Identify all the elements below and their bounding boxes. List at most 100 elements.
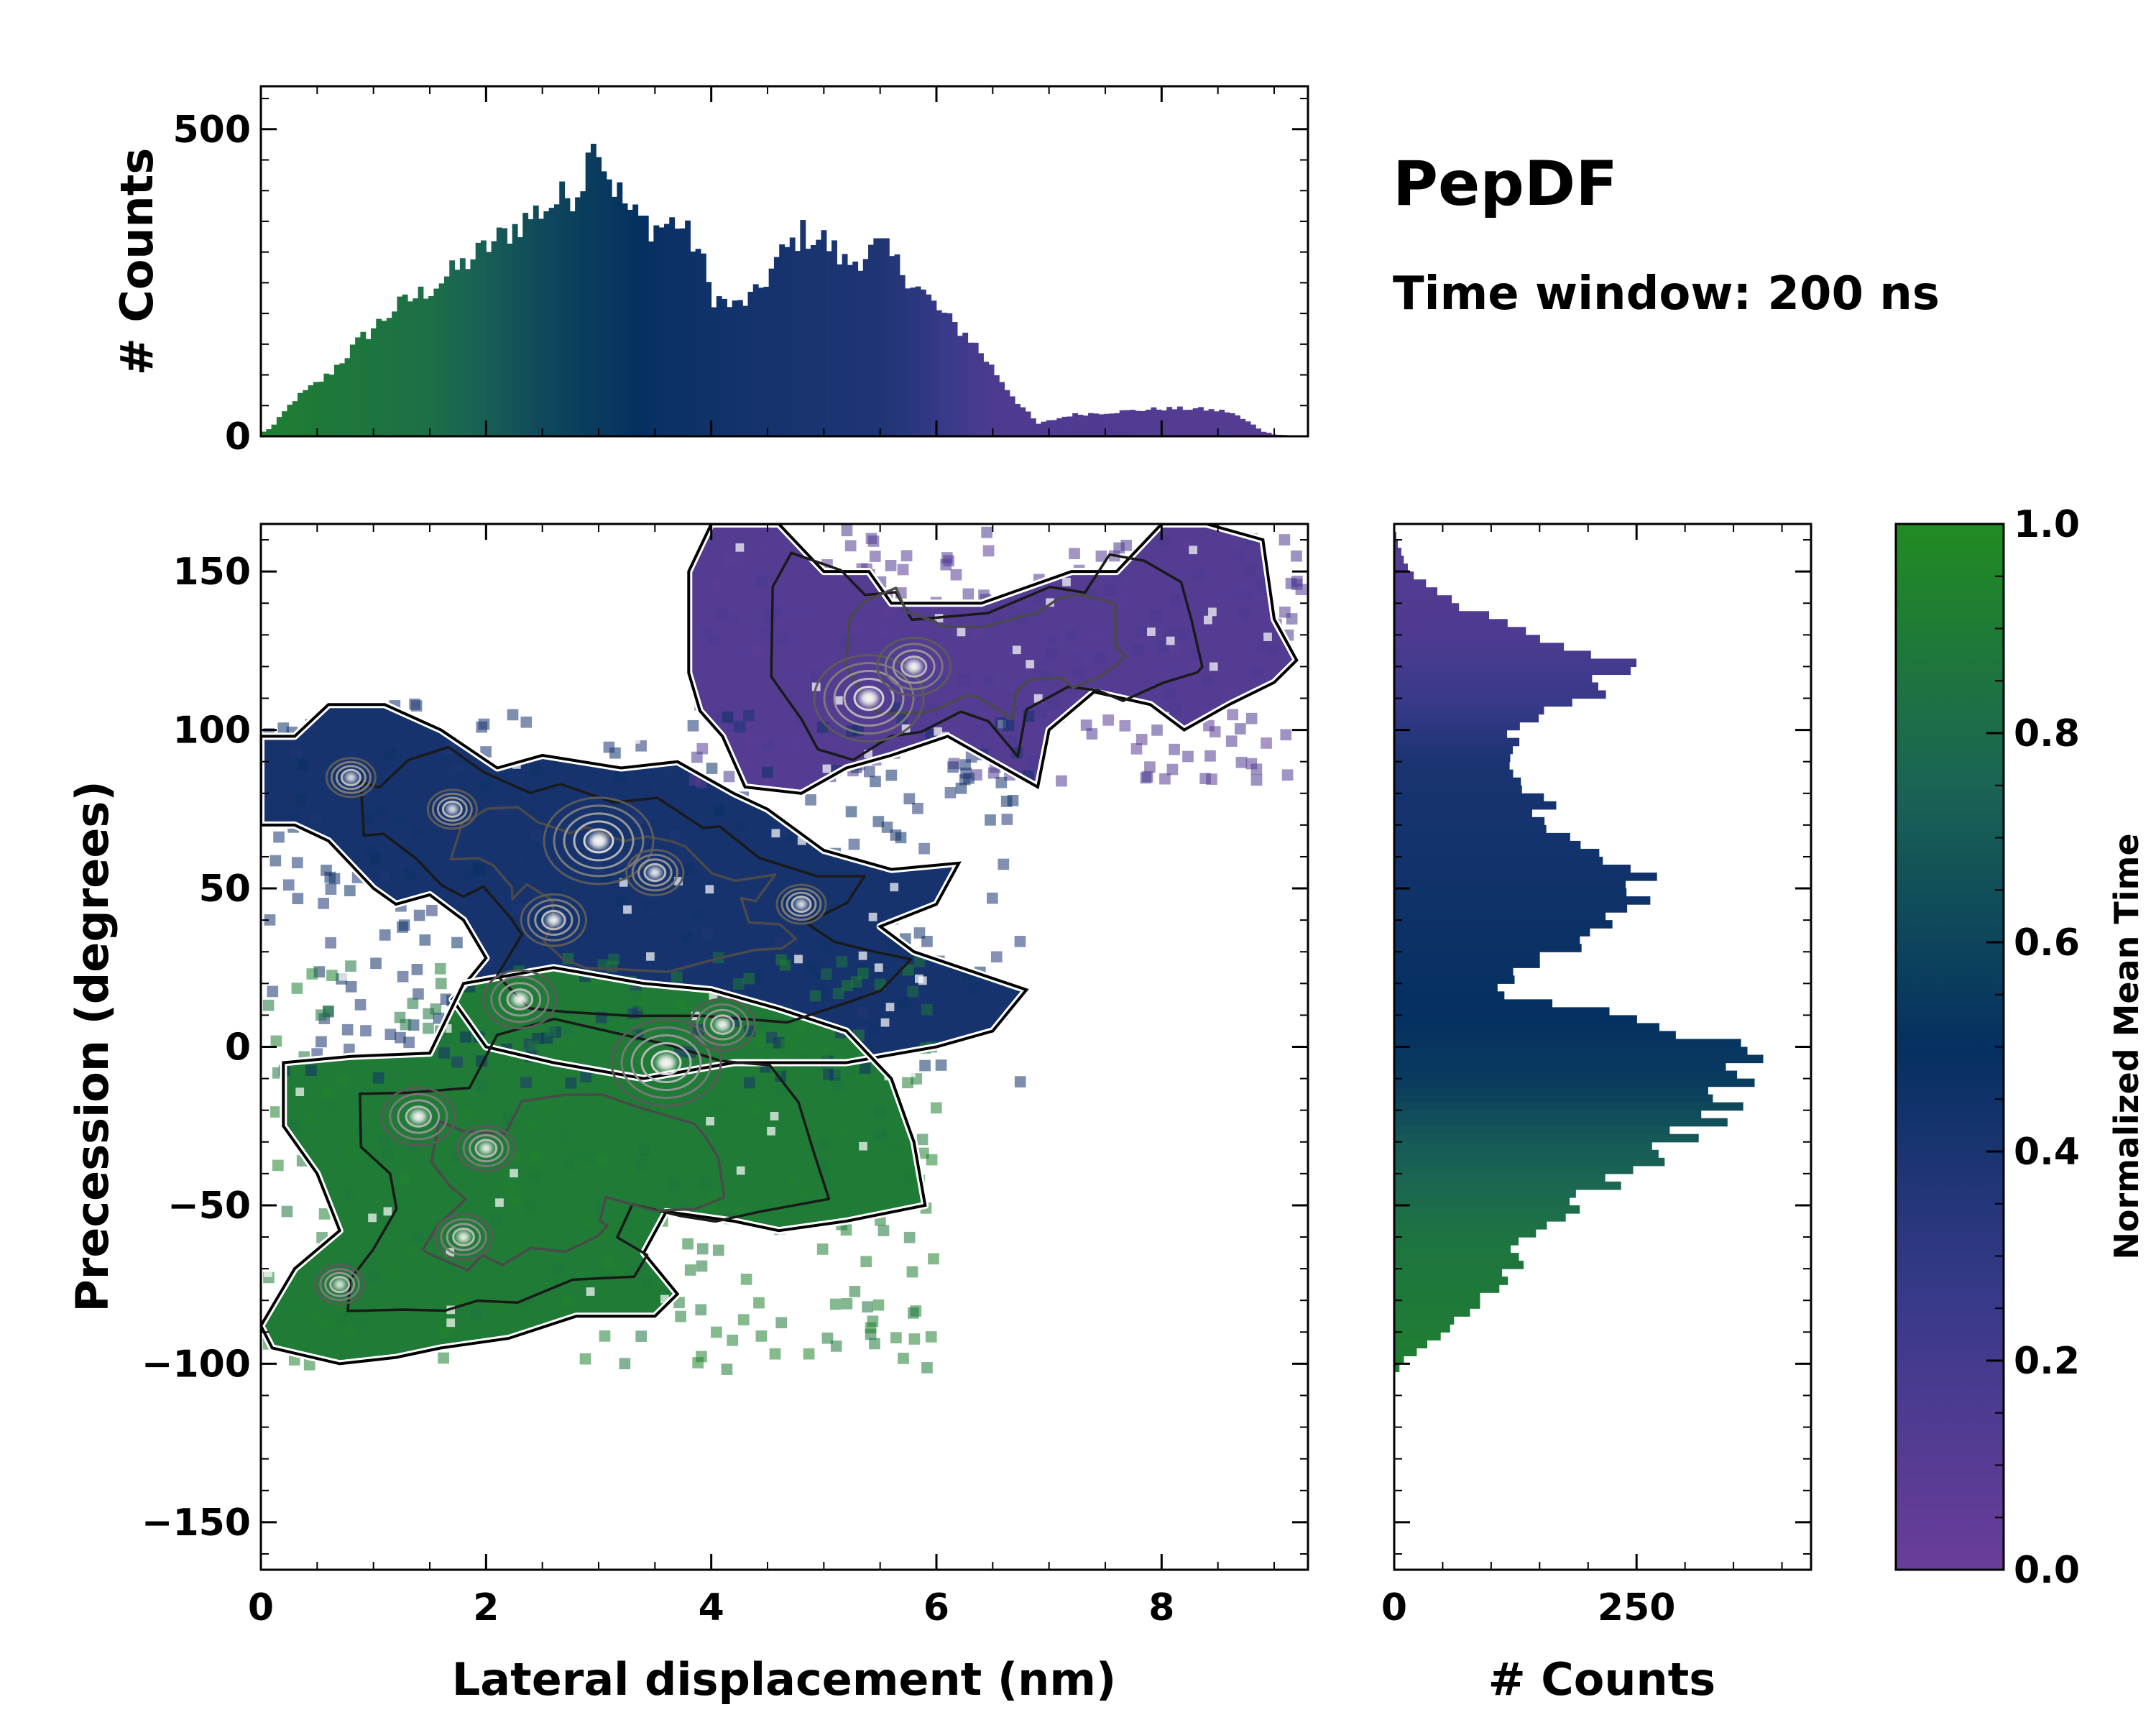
heatmap-pixel: [731, 742, 743, 755]
hotspot-contour: [813, 654, 925, 742]
top-bar: [920, 289, 926, 436]
hotspot-contour: [630, 1034, 702, 1092]
right-bar: [1394, 960, 1540, 968]
hotspot-contour: [703, 1008, 742, 1041]
heatmap-pixel: [849, 1286, 861, 1297]
hotspot-contour: [534, 904, 573, 937]
top-bar: [502, 228, 507, 436]
heatmap-pixel: [637, 999, 649, 1011]
top-bar: [1176, 406, 1183, 436]
empty-pixel: [502, 1348, 510, 1358]
heatmap-pixel: [463, 868, 475, 880]
heatmap-pixel: [840, 1224, 852, 1236]
heatmap-pixel: [1007, 607, 1019, 618]
top-bar: [962, 332, 969, 436]
heatmap-pixel: [1261, 737, 1272, 749]
top-bar: [899, 275, 906, 436]
top-bar: [1192, 408, 1199, 436]
top-bar: [936, 310, 942, 436]
heatmap-pixel: [561, 1296, 573, 1307]
heatmap-pixel: [423, 1008, 435, 1020]
heatmap-pixel: [315, 1036, 327, 1048]
hotspot-peak: [446, 804, 459, 814]
top-bar: [747, 291, 754, 436]
right-bar: [1394, 666, 1631, 676]
heatmap-pixel: [336, 1156, 349, 1168]
heatmap-pixel: [857, 1007, 868, 1019]
top-bar: [1208, 409, 1215, 436]
heatmap-pixel: [675, 1310, 686, 1322]
heatmap-pixel: [965, 1010, 977, 1021]
top-bar: [1088, 413, 1094, 436]
top-bar: [1156, 409, 1162, 436]
top-bar: [1171, 409, 1178, 436]
top-bar: [658, 227, 665, 436]
top-bar: [480, 240, 487, 436]
right-bar: [1394, 1261, 1524, 1269]
heatmap-pixel: [1244, 563, 1256, 575]
right-bar: [1394, 856, 1603, 865]
contour-line: [770, 551, 1204, 762]
heatmap-pixel: [468, 843, 479, 855]
heatmap-pixel: [382, 1147, 394, 1159]
heatmap-pixel: [895, 832, 907, 844]
heatmap-pixel: [407, 998, 419, 1009]
heatmap-pixel: [423, 1022, 434, 1034]
heatmap-pixel: [460, 1031, 471, 1043]
empty-pixel: [573, 740, 582, 748]
top-bar: [910, 288, 916, 436]
heatmap-pixel: [277, 722, 290, 734]
top-bar: [878, 238, 885, 436]
top-bar: [612, 196, 617, 436]
right-bar: [1394, 1197, 1570, 1206]
heatmap-pixel: [476, 1080, 489, 1091]
heatmap-pixel: [832, 988, 844, 1000]
right-bar: [1394, 1316, 1455, 1325]
heatmap-pixel: [1177, 628, 1189, 640]
heatmap-pixel: [696, 924, 708, 936]
heatmap-pixel: [872, 1299, 885, 1311]
heatmap-pixel: [1000, 796, 1013, 807]
right-bar: [1394, 832, 1570, 842]
heatmap-pixel: [612, 908, 625, 919]
top-bar: [543, 211, 550, 436]
right-bar: [1394, 1181, 1621, 1190]
hotspot-peak: [860, 690, 878, 707]
heatmap-pixel: [816, 1243, 829, 1255]
heatmap-pixel: [267, 985, 279, 998]
heatmap-pixel: [642, 1276, 653, 1289]
right-bar: [1394, 1324, 1450, 1333]
top-bar: [967, 342, 974, 436]
top-bar: [370, 328, 377, 436]
heatmap-pixel: [661, 766, 673, 778]
heatmap-pixel: [592, 937, 604, 949]
heatmap-pixel: [1036, 707, 1047, 718]
right-bar: [1394, 880, 1626, 889]
top-bar: [475, 242, 482, 436]
empty-pixel: [645, 952, 655, 961]
heatmap-pixel: [325, 883, 337, 895]
top-bar: [397, 296, 403, 436]
heatmap-pixel: [510, 1193, 522, 1205]
heatmap-pixel: [995, 717, 1007, 729]
heatmap-pixel: [743, 972, 755, 985]
empty-pixel: [632, 735, 640, 744]
heatmap-pixel: [394, 814, 406, 827]
empty-pixel: [954, 748, 963, 757]
main-xtick-label: 6: [923, 1586, 949, 1629]
heatmap-pixel: [844, 540, 857, 552]
top-bar: [852, 261, 859, 436]
right-bar: [1394, 674, 1593, 684]
heatmap-pixel: [529, 1171, 540, 1182]
heatmap-pixel: [413, 909, 425, 921]
heatmap-pixel: [869, 551, 881, 562]
top-bar: [1166, 407, 1173, 436]
top-bar: [360, 331, 367, 436]
heatmap-pixel: [681, 931, 693, 943]
heatmap-pixel: [608, 953, 620, 965]
top-bar: [763, 286, 770, 436]
hotspot-contour: [325, 757, 377, 799]
hotspot-contour: [791, 896, 812, 914]
heatmap-pixel: [732, 978, 745, 990]
hotspot-peak: [546, 914, 561, 926]
